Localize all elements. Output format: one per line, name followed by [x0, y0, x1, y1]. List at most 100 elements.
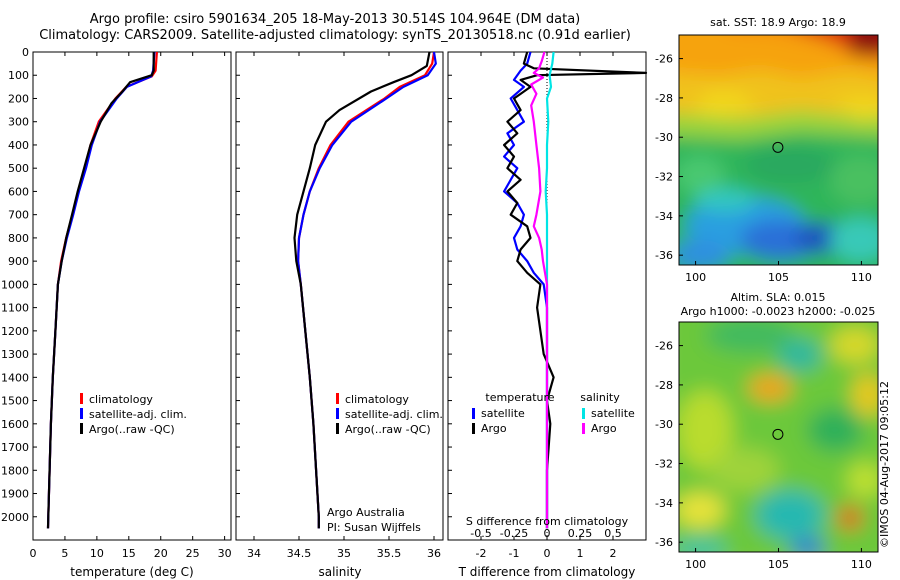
legend-swatch [336, 423, 339, 434]
difference-panel: -2 -1 0 1 2 T difference from climatology S … [447, 51, 648, 579]
sst-heatmap-field [679, 35, 878, 265]
temperature-panel: 0100200300400500600700800900100011001200… [1, 46, 232, 579]
map-x-tick-label: 105 [768, 558, 789, 571]
x-tick-label: -2 [476, 547, 487, 560]
s-difference-axis: -0.5 -0.25 0 0.25 0.5 [470, 527, 621, 540]
profile-line-argo-raw-qc- [46, 52, 155, 529]
s-diff-tick-label: 0.25 [568, 527, 593, 540]
x-tick-label: 10 [90, 547, 104, 560]
depth-tick-label: 200 [8, 92, 29, 105]
legend-entry-label: climatology [89, 393, 153, 406]
depth-tick-label: 1200 [1, 325, 29, 338]
sla-map-subtitle: Argo h1000: -0.0023 h2000: -0.025 [681, 305, 876, 318]
map-x-tick-label: 105 [768, 271, 789, 284]
x-tick-label: 34 [247, 547, 261, 560]
salinity-profiles [293, 51, 437, 529]
depth-axis: 0 100 200 300 400 500 600 700 800 900 1000 1100 1200… [1, 46, 37, 524]
temperature-xlabel: temperature (deg C) [70, 565, 193, 579]
figure-title-line1: Argo profile: csiro 5901634_205 18-May-2… [89, 12, 581, 27]
s-diff-tick-label: 0 [544, 527, 551, 540]
sst-map-panel: 100 105 110 -26 -28 -30 -32 -34 -36 sat. SST: 18… [655, 16, 879, 284]
depth-tick-label: 0 [22, 46, 29, 59]
s-diff-tick-label: 0.5 [604, 527, 622, 540]
legend-entry-label: climatology [345, 393, 409, 406]
map-y-tick-label: -36 [655, 536, 673, 549]
depth-tick-label: 400 [8, 139, 29, 152]
profile-line-satellite-adj-clim- [297, 51, 437, 529]
map-x-tick-label: 110 [851, 558, 872, 571]
profile-line-climatology [46, 51, 158, 529]
sst-heatmap [679, 35, 878, 265]
depth-tick-label: 600 [8, 185, 29, 198]
x-tick-label: 0 [30, 547, 37, 560]
credit-group: Argo Australia [327, 506, 405, 519]
map-y-tick-label: -26 [655, 340, 673, 353]
depth-tick-label: 900 [8, 255, 29, 268]
temperature-legend: climatology satellite-adj. clim. Argo(..ra… [80, 393, 187, 436]
x-tick-label: 34.5 [287, 547, 312, 560]
depth-tick-label: 1400 [1, 371, 29, 384]
x-tick-label: 0 [544, 547, 551, 560]
map-y-tick-label: -36 [655, 249, 673, 262]
depth-tick-label: 1700 [1, 441, 29, 454]
sst-float-location-marker [772, 141, 784, 153]
legend-swatch [80, 408, 83, 419]
depth-tick-label: 1900 [1, 488, 29, 501]
salinity-axes-frame [235, 51, 444, 541]
x-tick-label: 15 [122, 547, 136, 560]
sst-map-title: sat. SST: 18.9 Argo: 18.9 [710, 16, 846, 29]
profile-line-climatology [297, 51, 436, 529]
map-x-tick-label: 110 [851, 271, 872, 284]
map-y-tick-label: -34 [655, 210, 673, 223]
legend-entry-label: satellite [591, 407, 635, 420]
difference-legend: temperature satellite Argo salinity satellit… [472, 391, 635, 435]
x-tick-label: 1 [577, 547, 584, 560]
salinity-x-axis: 34 34.5 35 35.5 36 [236, 51, 441, 560]
map-x-tick-label: 100 [685, 271, 706, 284]
depth-tick-label: 300 [8, 116, 29, 129]
legend-group-title: temperature [485, 391, 554, 404]
credit-pi: PI: Susan Wijffels [327, 521, 421, 534]
difference-x-axis: -2 -1 0 1 2 [448, 51, 617, 560]
depth-tick-label: 100 [8, 69, 29, 82]
map-x-tick-label: 100 [685, 558, 706, 571]
map-y-tick-label: -34 [655, 497, 673, 510]
x-tick-label: 20 [154, 547, 168, 560]
legend-swatch [336, 393, 339, 404]
difference-line-temperature-satellite [503, 51, 549, 529]
sla-map-axes: 100 105 110 -26 -28 -30 -32 -34 -36 [655, 340, 872, 571]
temperature-x-axis: 0 5 10 15 20 25 30 [30, 52, 232, 560]
s-diff-tick-label: -0.25 [500, 527, 528, 540]
s-difference-label: S difference from climatology [466, 515, 629, 528]
depth-tick-label: 1300 [1, 348, 29, 361]
x-tick-label: 30 [218, 547, 232, 560]
legend-group-title: salinity [580, 391, 620, 404]
legend-swatch [582, 408, 585, 419]
s-diff-tick-label: -0.5 [470, 527, 491, 540]
map-y-tick-label: -32 [655, 171, 673, 184]
difference-profiles [503, 51, 648, 529]
depth-tick-label: 1500 [1, 395, 29, 408]
x-tick-label: 35 [337, 547, 351, 560]
x-tick-label: 25 [186, 547, 200, 560]
temperature-axes-frame [32, 51, 232, 541]
salinity-legend: climatology satellite-adj. clim. Argo(..ra… [336, 393, 443, 436]
legend-entry-label: satellite-adj. clim. [89, 408, 187, 421]
sla-float-location-marker [772, 428, 784, 440]
salinity-xlabel: salinity [318, 565, 361, 579]
map-y-tick-label: -28 [655, 92, 673, 105]
profile-line-satellite-adj-clim- [46, 51, 156, 529]
difference-line-temperature-argo [503, 51, 648, 529]
legend-entry-label: Argo [481, 422, 507, 435]
legend-swatch [582, 423, 585, 434]
legend-entry-label: Argo [591, 422, 617, 435]
legend-swatch [472, 423, 475, 434]
map-y-tick-label: -26 [655, 53, 673, 66]
x-tick-label: 35.5 [377, 547, 402, 560]
sla-map-panel: 100 105 110 -26 -28 -30 -32 -34 -36 Altim. SLA: … [655, 291, 879, 571]
legend-swatch [336, 408, 339, 419]
legend-entry-label: satellite [481, 407, 525, 420]
x-tick-label: 36 [427, 547, 441, 560]
map-y-tick-label: -30 [655, 131, 673, 144]
